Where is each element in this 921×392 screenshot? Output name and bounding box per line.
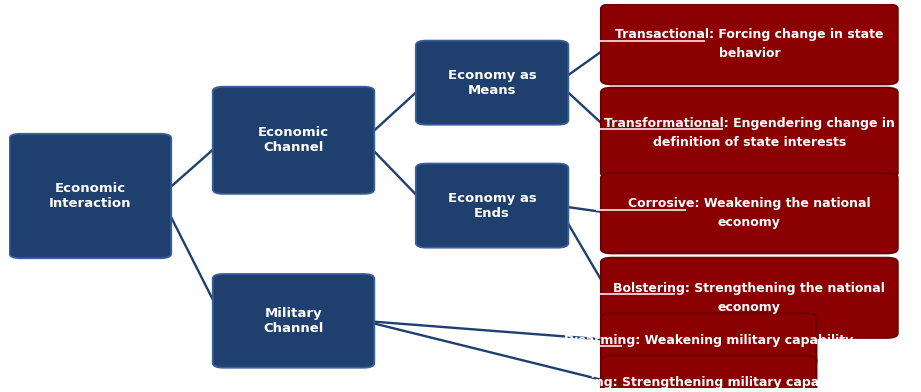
FancyBboxPatch shape: [600, 356, 817, 392]
Text: Transformational: Engendering change in: Transformational: Engendering change in: [604, 116, 895, 129]
Text: Economic
Interaction: Economic Interaction: [49, 182, 132, 210]
Text: Corrosive: Weakening the national: Corrosive: Weakening the national: [628, 197, 870, 210]
Text: behavior: behavior: [718, 47, 780, 60]
Text: economy: economy: [717, 301, 781, 314]
Text: Disarming: Weakening military capability: Disarming: Weakening military capability: [564, 334, 854, 347]
FancyBboxPatch shape: [213, 87, 374, 194]
Text: Transactional: Forcing change in state: Transactional: Forcing change in state: [615, 28, 883, 41]
FancyBboxPatch shape: [415, 163, 568, 248]
Text: definition of state interests: definition of state interests: [653, 136, 846, 149]
Text: economy: economy: [717, 216, 781, 229]
Text: Military
Channel: Military Channel: [263, 307, 323, 335]
Text: Arming: Strengthening military capability: Arming: Strengthening military capabilit…: [563, 376, 855, 389]
Text: Economic
Channel: Economic Channel: [258, 126, 329, 154]
FancyBboxPatch shape: [600, 173, 898, 254]
FancyBboxPatch shape: [600, 258, 898, 338]
Text: Bolstering: Strengthening the national: Bolstering: Strengthening the national: [613, 282, 885, 295]
FancyBboxPatch shape: [600, 4, 898, 84]
Text: Economy as
Ends: Economy as Ends: [448, 192, 536, 220]
FancyBboxPatch shape: [415, 41, 568, 125]
FancyBboxPatch shape: [9, 134, 171, 258]
FancyBboxPatch shape: [213, 274, 374, 368]
FancyBboxPatch shape: [600, 313, 817, 367]
FancyBboxPatch shape: [600, 88, 898, 178]
Text: Economy as
Means: Economy as Means: [448, 69, 536, 97]
